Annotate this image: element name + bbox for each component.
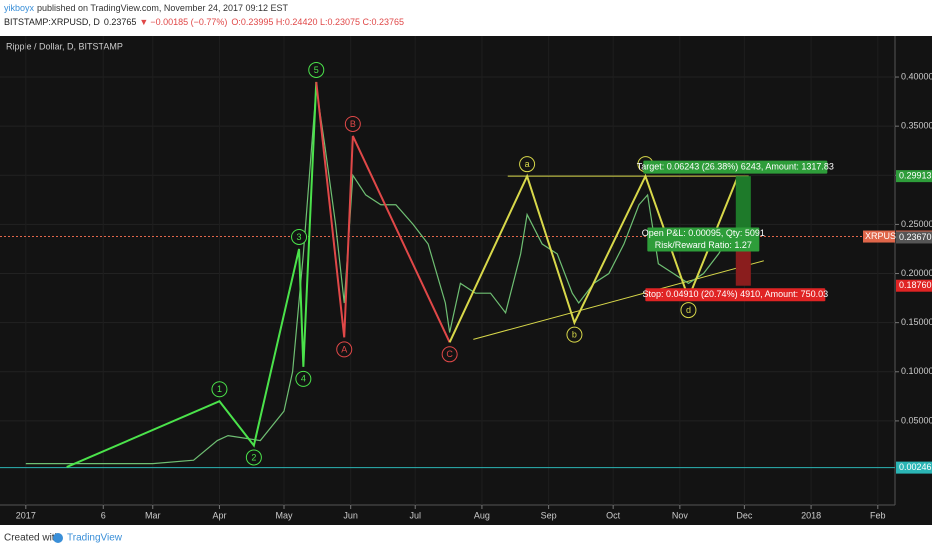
wave-label: d	[686, 305, 691, 315]
y-tick-label: 0.20000	[901, 268, 932, 278]
x-tick-label: 2018	[801, 510, 821, 520]
wave-label: 1	[217, 384, 222, 394]
x-tick-label: Dec	[736, 510, 753, 520]
target-zone	[735, 176, 751, 238]
stop-text: Stop: 0.04910 (20.74%) 4910, Amount: 750…	[643, 289, 829, 299]
x-tick-label: Mar	[145, 510, 161, 520]
price-line-series	[25, 86, 730, 465]
wave-label: B	[350, 119, 356, 129]
ratio-text: Risk/Reward Ratio: 1.27	[655, 240, 752, 250]
x-tick-label: Feb	[870, 510, 886, 520]
y-tick-label: 0.35000	[901, 121, 932, 131]
target-axis-bg	[896, 170, 932, 183]
target-text: Target: 0.06243 (26.38%) 6243, Amount: 1…	[637, 162, 834, 172]
stop-axis-label: 0.18760	[899, 280, 932, 290]
wave	[448, 173, 739, 343]
wave-label: 3	[297, 232, 302, 242]
x-tick-label: Nov	[672, 510, 689, 520]
wave-label-circle	[680, 302, 697, 319]
y-tick-label: 0.10000	[901, 366, 932, 376]
y-tick-label: 0.05000	[901, 415, 932, 425]
wave-label-circle	[519, 156, 536, 173]
x-tick-label: 6	[101, 510, 106, 520]
symbol-tag-bg	[863, 230, 895, 243]
symbol-tag: XRPUSD	[865, 231, 903, 241]
x-tick-label: Apr	[212, 510, 226, 520]
footer-created: Created with	[4, 533, 60, 544]
x-tick-label: Jul	[409, 510, 421, 520]
author[interactable]: yikboyx	[4, 3, 35, 13]
published: published on TradingView.com, November 2…	[37, 3, 288, 13]
wave-label: 5	[314, 65, 319, 75]
trendline	[473, 260, 764, 340]
y-tick-label: 0.40000	[901, 71, 932, 81]
wave-label-circle	[344, 115, 361, 132]
header-bg	[0, 0, 932, 36]
x-tick-label: 2017	[16, 510, 36, 520]
symbol-line: BITSTAMP:XRPUSD, D 0.23765 ▼ −0.00185 (−0.7…	[4, 17, 404, 27]
wave-label-circle	[245, 449, 262, 466]
down-arrow: ▼	[139, 17, 148, 27]
wave-label: C	[446, 349, 453, 359]
wave-label-circle	[566, 326, 583, 343]
header-line: yikboyx published on TradingView.com, Nov…	[4, 3, 289, 13]
chart-title: Ripple / Dollar, D, BITSTAMP	[6, 41, 123, 51]
x-tick-label: Jun	[343, 510, 358, 520]
footer-brand[interactable]: TradingView	[67, 533, 123, 544]
wave-label-circle	[308, 61, 325, 78]
wave-label: 4	[301, 374, 306, 384]
wave	[66, 81, 318, 468]
ohlc: O:0.23995 H:0.24420 L:0.23075 C:0.23765	[231, 17, 404, 27]
target-axis-label: 0.29913	[899, 171, 932, 181]
brand-icon	[53, 533, 63, 543]
pnl-box-bg	[647, 227, 760, 252]
wave-label: a	[525, 159, 530, 169]
wave-label-circle	[336, 341, 353, 358]
change: −0.00185 (−0.77%)	[150, 17, 227, 27]
wave-label-circle	[291, 228, 308, 245]
pnl-text: Open P&L: 0.00095, Qty: 5091	[642, 228, 765, 238]
wave-label: 2	[251, 452, 256, 462]
chart-bg	[0, 36, 932, 525]
entry-axis-label: 0.23670	[899, 232, 932, 242]
last: 0.23765	[104, 17, 137, 27]
y-tick-label: 0.15000	[901, 317, 932, 327]
price-label-bg	[896, 461, 932, 474]
x-tick-label: Aug	[474, 510, 490, 520]
stop-axis-bg	[896, 279, 932, 292]
wave-label-circle	[211, 381, 228, 398]
symbol: BITSTAMP:XRPUSD, D	[4, 17, 100, 27]
x-tick-label: Oct	[606, 510, 621, 520]
footer-bg	[0, 525, 932, 550]
entry-axis-bg	[896, 231, 932, 244]
wave-label-circle	[441, 346, 458, 363]
wave-label: A	[341, 344, 347, 354]
wave	[315, 81, 451, 343]
wave-label: b	[572, 330, 577, 340]
y-tick-label: 0.25000	[901, 219, 932, 229]
target-box-bg	[643, 160, 828, 174]
x-tick-label: May	[275, 510, 293, 520]
price-label: 0.00246	[899, 462, 932, 472]
x-tick-label: Sep	[541, 510, 557, 520]
wave-label-circle	[295, 370, 312, 387]
stop-box-bg	[645, 288, 826, 302]
